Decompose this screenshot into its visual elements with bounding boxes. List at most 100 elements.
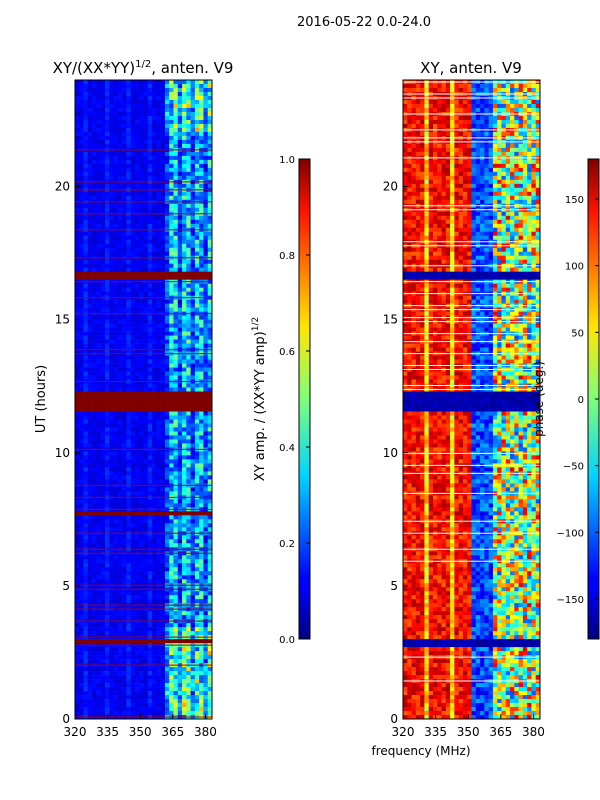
amplitude-cell <box>134 163 140 169</box>
amplitude-cell <box>87 239 93 245</box>
amplitude-cell <box>104 243 110 249</box>
amplitude-cell <box>182 523 187 528</box>
amplitude-cell <box>190 575 196 580</box>
amplitude-cell <box>169 679 174 684</box>
amplitude-cell <box>169 315 174 320</box>
amplitude-cell <box>177 571 183 576</box>
amplitude-cell <box>126 559 131 564</box>
amplitude-cell <box>126 575 131 580</box>
amplitude-cell <box>164 655 170 660</box>
amplitude-cell <box>169 667 174 672</box>
amplitude-cell <box>117 399 123 404</box>
amplitude-cell <box>152 299 157 304</box>
amplitude-cell <box>177 683 183 688</box>
amplitude-cell <box>143 675 149 680</box>
amplitude-cell <box>126 291 131 296</box>
amplitude-cell <box>79 595 84 600</box>
amplitude-cell <box>83 91 89 97</box>
amplitude-cell <box>203 355 209 360</box>
amplitude-cell <box>134 511 140 516</box>
amplitude-cell <box>75 511 80 516</box>
amplitude-cell <box>152 499 157 504</box>
amplitude-cell <box>87 247 93 253</box>
amplitude-cell <box>177 407 183 412</box>
amplitude-cell <box>96 223 101 229</box>
amplitude-cell <box>87 363 93 368</box>
amplitude-cell <box>109 87 114 93</box>
amplitude-cell <box>134 143 140 149</box>
amplitude-cell <box>75 139 80 145</box>
amplitude-cell <box>122 403 127 408</box>
amplitude-cell <box>104 131 110 137</box>
amplitude-cell <box>182 327 187 332</box>
amplitude-cell <box>87 175 93 181</box>
amplitude-cell <box>156 395 161 400</box>
amplitude-cell <box>194 579 200 584</box>
amplitude-cell <box>87 595 93 600</box>
amplitude-cell <box>92 299 97 304</box>
amplitude-cell <box>113 515 119 520</box>
amplitude-cell <box>92 127 97 133</box>
amplitude-cell <box>207 191 213 197</box>
amplitude-cell <box>96 523 101 528</box>
amplitude-cell <box>134 555 140 560</box>
amplitude-cell <box>156 511 161 516</box>
amplitude-cell <box>117 215 123 221</box>
amplitude-cell <box>92 331 97 336</box>
amplitude-cell <box>169 223 174 229</box>
amplitude-cell <box>156 303 161 308</box>
amplitude-cell <box>83 303 89 308</box>
amplitude-cell <box>152 355 157 360</box>
amplitude-cell <box>190 263 196 268</box>
amplitude-cell <box>75 115 80 121</box>
amplitude-cell <box>113 567 119 572</box>
amplitude-cell <box>203 251 209 257</box>
amplitude-cell <box>186 399 191 404</box>
amplitude-cell <box>79 411 84 416</box>
amplitude-cell <box>173 151 179 157</box>
amplitude-cell <box>134 527 140 532</box>
amplitude-cell <box>87 563 93 568</box>
amplitude-cell <box>75 243 80 249</box>
amplitude-cell <box>207 623 213 628</box>
amplitude-cell <box>152 271 157 276</box>
amplitude-cell <box>117 263 123 268</box>
amplitude-cell <box>186 335 191 340</box>
amplitude-cell <box>126 111 131 117</box>
amplitude-cell <box>139 355 144 360</box>
amplitude-cell <box>75 387 80 392</box>
amplitude-cell <box>87 571 93 576</box>
amplitude-cell <box>164 267 170 272</box>
amplitude-cell <box>147 303 153 308</box>
amplitude-cell <box>75 579 80 584</box>
amplitude-cell <box>126 431 131 436</box>
amplitude-cell <box>117 87 123 93</box>
amplitude-cell <box>177 623 183 628</box>
amplitude-cell <box>169 527 174 532</box>
amplitude-cell <box>113 283 119 288</box>
amplitude-cell <box>190 459 196 464</box>
amplitude-cell <box>160 443 166 448</box>
amplitude-cell <box>130 387 136 392</box>
amplitude-cell <box>100 659 106 664</box>
amplitude-cell <box>75 355 80 360</box>
amplitude-cell <box>83 123 89 129</box>
amplitude-cell <box>186 575 191 580</box>
amplitude-cell <box>104 455 110 460</box>
amplitude-cell <box>160 415 166 420</box>
amplitude-cell <box>173 263 179 268</box>
amplitude-cell <box>130 191 136 197</box>
amplitude-cell <box>109 247 114 253</box>
amplitude-cell <box>160 131 166 137</box>
amplitude-cell <box>173 695 179 700</box>
amplitude-cell <box>169 275 174 280</box>
amplitude-cell <box>164 371 170 376</box>
amplitude-cell <box>186 523 191 528</box>
amplitude-cell <box>156 131 161 137</box>
amplitude-cell <box>173 143 179 149</box>
amplitude-cell <box>134 131 140 137</box>
amplitude-cell <box>182 563 187 568</box>
amplitude-cell <box>96 571 101 576</box>
amplitude-cell <box>173 403 179 408</box>
amplitude-cell <box>143 471 149 476</box>
